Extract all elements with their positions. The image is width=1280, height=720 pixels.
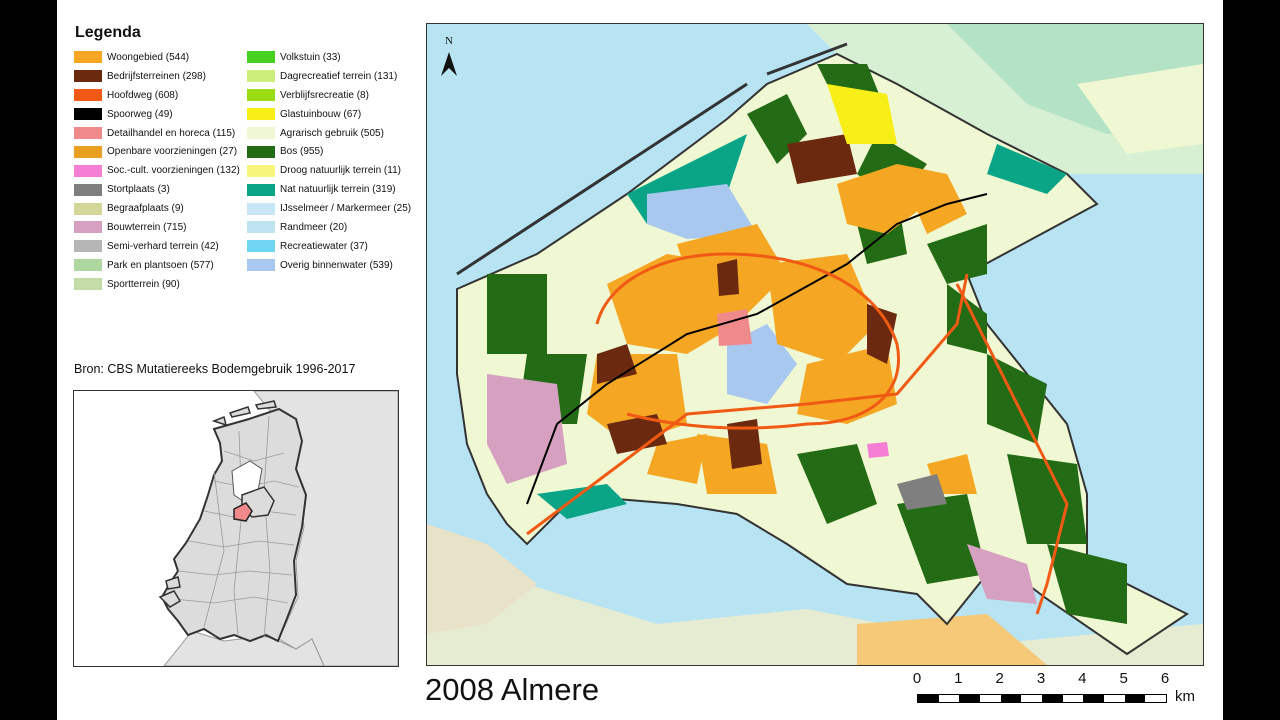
legend-item: Glastuinbouw (67)	[247, 105, 411, 124]
legend-swatch	[247, 70, 275, 83]
inset-map-svg	[74, 391, 398, 666]
legend-item: Droog natuurlijk terrein (11)	[247, 161, 411, 180]
legend-label: Recreatiewater (37)	[280, 240, 368, 252]
legend-label: Stortplaats (3)	[107, 184, 170, 196]
inset-map-netherlands	[73, 390, 399, 667]
legend-label: Bedrijfsterreinen (298)	[107, 70, 206, 82]
legend-item: Begraafplaats (9)	[74, 199, 240, 218]
legend-swatch	[74, 51, 102, 64]
scale-tick-label: 5	[1119, 670, 1128, 687]
legend-item: Spoorweg (49)	[74, 105, 240, 124]
legend-column-2: Volkstuin (33) Dagrecreatief terrein (131…	[247, 48, 411, 275]
scale-bar: 0 1 2 3 4 5 6 km	[913, 670, 1213, 710]
legend-item: Nat natuurlijk terrein (319)	[247, 180, 411, 199]
legend-swatch	[74, 108, 102, 121]
legend-title: Legenda	[75, 24, 141, 41]
legend-label: Bouwterrein (715)	[107, 221, 187, 233]
legend-label: Verblijfsrecreatie (8)	[280, 89, 369, 101]
netherlands-land	[160, 407, 308, 643]
legend-label: Detailhandel en horeca (115)	[107, 127, 236, 139]
legend-item: Volkstuin (33)	[247, 48, 411, 67]
legend-swatch	[247, 259, 275, 272]
legend-label: Hoofdweg (608)	[107, 89, 179, 101]
legend-item: Openbare voorzieningen (27)	[74, 142, 240, 161]
legend-item: Recreatiewater (37)	[247, 237, 411, 256]
legend-label: Openbare voorzieningen (27)	[107, 146, 238, 158]
legend-swatch	[74, 70, 102, 83]
legend-label: Nat natuurlijk terrein (319)	[280, 184, 396, 196]
legend-label: Overig binnenwater (539)	[280, 259, 393, 271]
legend-label: Semi-verhard terrein (42)	[107, 240, 219, 252]
scale-tick-label: 1	[954, 670, 963, 687]
legend-label: IJsselmeer / Markermeer (25)	[280, 203, 412, 215]
legend-swatch	[247, 240, 275, 253]
legend-swatch	[74, 183, 102, 196]
legend-swatch	[74, 259, 102, 272]
legend-item: Dagrecreatief terrein (131)	[247, 67, 411, 86]
legend-item: Bouwterrein (715)	[74, 218, 240, 237]
scale-tick-label: 6	[1160, 670, 1170, 687]
main-map-almere: N	[426, 23, 1204, 666]
legend-item: Verblijfsrecreatie (8)	[247, 86, 411, 105]
legend-item: Soc.-cult. voorzieningen (132)	[74, 161, 240, 180]
legend-label: Bos (955)	[280, 146, 324, 158]
legend-item: Overig binnenwater (539)	[247, 256, 411, 275]
legend-item: Semi-verhard terrein (42)	[74, 237, 240, 256]
legend-column-1: Woongebied (544) Bedrijfsterreinen (298) H…	[74, 48, 240, 294]
legend-swatch	[247, 202, 275, 215]
legend-swatch	[247, 127, 275, 139]
legend-swatch	[74, 127, 102, 139]
legend-swatch	[74, 89, 102, 102]
legend-item: Randmeer (20)	[247, 218, 411, 237]
legend-label: Agrarisch gebruik (505)	[280, 127, 384, 139]
legend-label: Glastuinbouw (67)	[280, 108, 362, 120]
svg-text:N: N	[445, 35, 453, 47]
scale-tick-label: 3	[1036, 670, 1046, 687]
legend-item: Park en plantsoen (577)	[74, 256, 240, 275]
legend-item: Hoofdweg (608)	[74, 86, 240, 105]
page: Legenda Woongebied (544) Bedrijfsterreine…	[57, 0, 1223, 720]
legend-swatch	[74, 278, 102, 291]
legend-item: Agrarisch gebruik (505)	[247, 124, 411, 143]
legend-item: Bos (955)	[247, 142, 411, 161]
legend-swatch	[74, 221, 102, 234]
legend-label: Droog natuurlijk terrein (11)	[280, 165, 401, 177]
legend-swatch	[247, 221, 275, 234]
scale-tick-label: 4	[1078, 670, 1087, 687]
scale-unit: km	[1175, 688, 1195, 705]
map-title: 2008 Almere	[425, 672, 600, 707]
legend-label: Woongebied (544)	[107, 51, 190, 63]
legend-swatch	[247, 145, 275, 158]
legend-swatch	[247, 89, 275, 102]
legend-swatch	[247, 164, 275, 177]
scale-tick-label: 2	[995, 670, 1004, 687]
main-map-svg: N	[427, 24, 1203, 665]
north-arrow-icon: N	[441, 35, 457, 76]
source-text: Bron: CBS Mutatiereeks Bodemgebruik 1996…	[74, 362, 356, 376]
legend-label: Dagrecreatief terrein (131)	[280, 70, 398, 82]
legend-swatch	[74, 240, 102, 253]
legend-label: Soc.-cult. voorzieningen (132)	[107, 165, 240, 177]
legend-swatch	[247, 183, 275, 196]
almere-highlight	[233, 502, 253, 522]
legend-item: Detailhandel en horeca (115)	[74, 124, 240, 143]
legend-item: Bedrijfsterreinen (298)	[74, 67, 240, 86]
legend-label: Sportterrein (90)	[107, 278, 180, 290]
legend-label: Park en plantsoen (577)	[107, 259, 214, 271]
legend-item: Sportterrein (90)	[74, 275, 240, 294]
legend-swatch	[247, 51, 275, 64]
legend-item: Stortplaats (3)	[74, 180, 240, 199]
legend-swatch	[247, 108, 275, 121]
legend-label: Randmeer (20)	[280, 221, 348, 233]
legend-label: Begraafplaats (9)	[107, 203, 184, 215]
legend-label: Volkstuin (33)	[280, 51, 341, 63]
legend-item: Woongebied (544)	[74, 48, 240, 67]
legend-swatch	[74, 164, 102, 177]
legend-item: IJsselmeer / Markermeer (25)	[247, 199, 411, 218]
legend-swatch	[74, 145, 102, 158]
legend-swatch	[74, 202, 102, 215]
scale-tick-label: 0	[912, 670, 922, 687]
scale-bar-segments	[917, 694, 1167, 703]
legend-label: Spoorweg (49)	[107, 108, 173, 120]
